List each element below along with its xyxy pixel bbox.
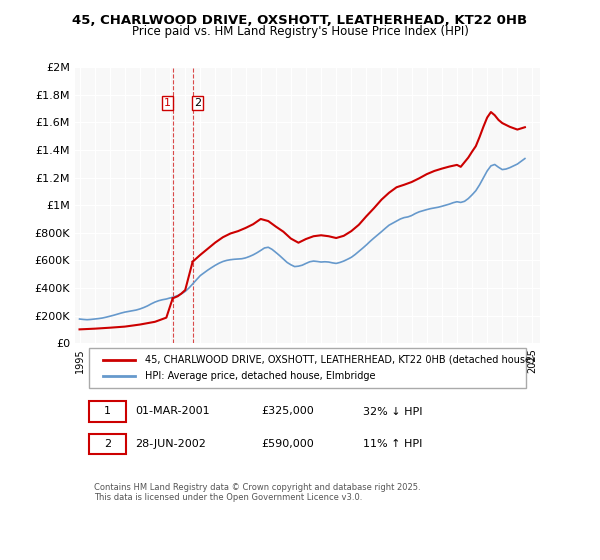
Text: £325,000: £325,000 [261,407,314,417]
Text: 2: 2 [104,439,111,449]
Text: 11% ↑ HPI: 11% ↑ HPI [364,439,422,449]
Text: 1: 1 [104,407,111,417]
FancyBboxPatch shape [89,402,126,422]
FancyBboxPatch shape [89,434,126,454]
FancyBboxPatch shape [89,348,526,388]
Text: 32% ↓ HPI: 32% ↓ HPI [364,407,423,417]
Text: 01-MAR-2001: 01-MAR-2001 [136,407,210,417]
Text: 45, CHARLWOOD DRIVE, OXSHOTT, LEATHERHEAD, KT22 0HB: 45, CHARLWOOD DRIVE, OXSHOTT, LEATHERHEA… [73,14,527,27]
Text: 28-JUN-2002: 28-JUN-2002 [136,439,206,449]
Text: 1: 1 [164,98,171,108]
Text: £590,000: £590,000 [261,439,314,449]
Text: Contains HM Land Registry data © Crown copyright and database right 2025.
This d: Contains HM Land Registry data © Crown c… [94,483,420,502]
Text: 2: 2 [194,98,201,108]
Text: Price paid vs. HM Land Registry's House Price Index (HPI): Price paid vs. HM Land Registry's House … [131,25,469,38]
Text: 45, CHARLWOOD DRIVE, OXSHOTT, LEATHERHEAD, KT22 0HB (detached house): 45, CHARLWOOD DRIVE, OXSHOTT, LEATHERHEA… [145,355,535,365]
Text: HPI: Average price, detached house, Elmbridge: HPI: Average price, detached house, Elmb… [145,371,375,381]
